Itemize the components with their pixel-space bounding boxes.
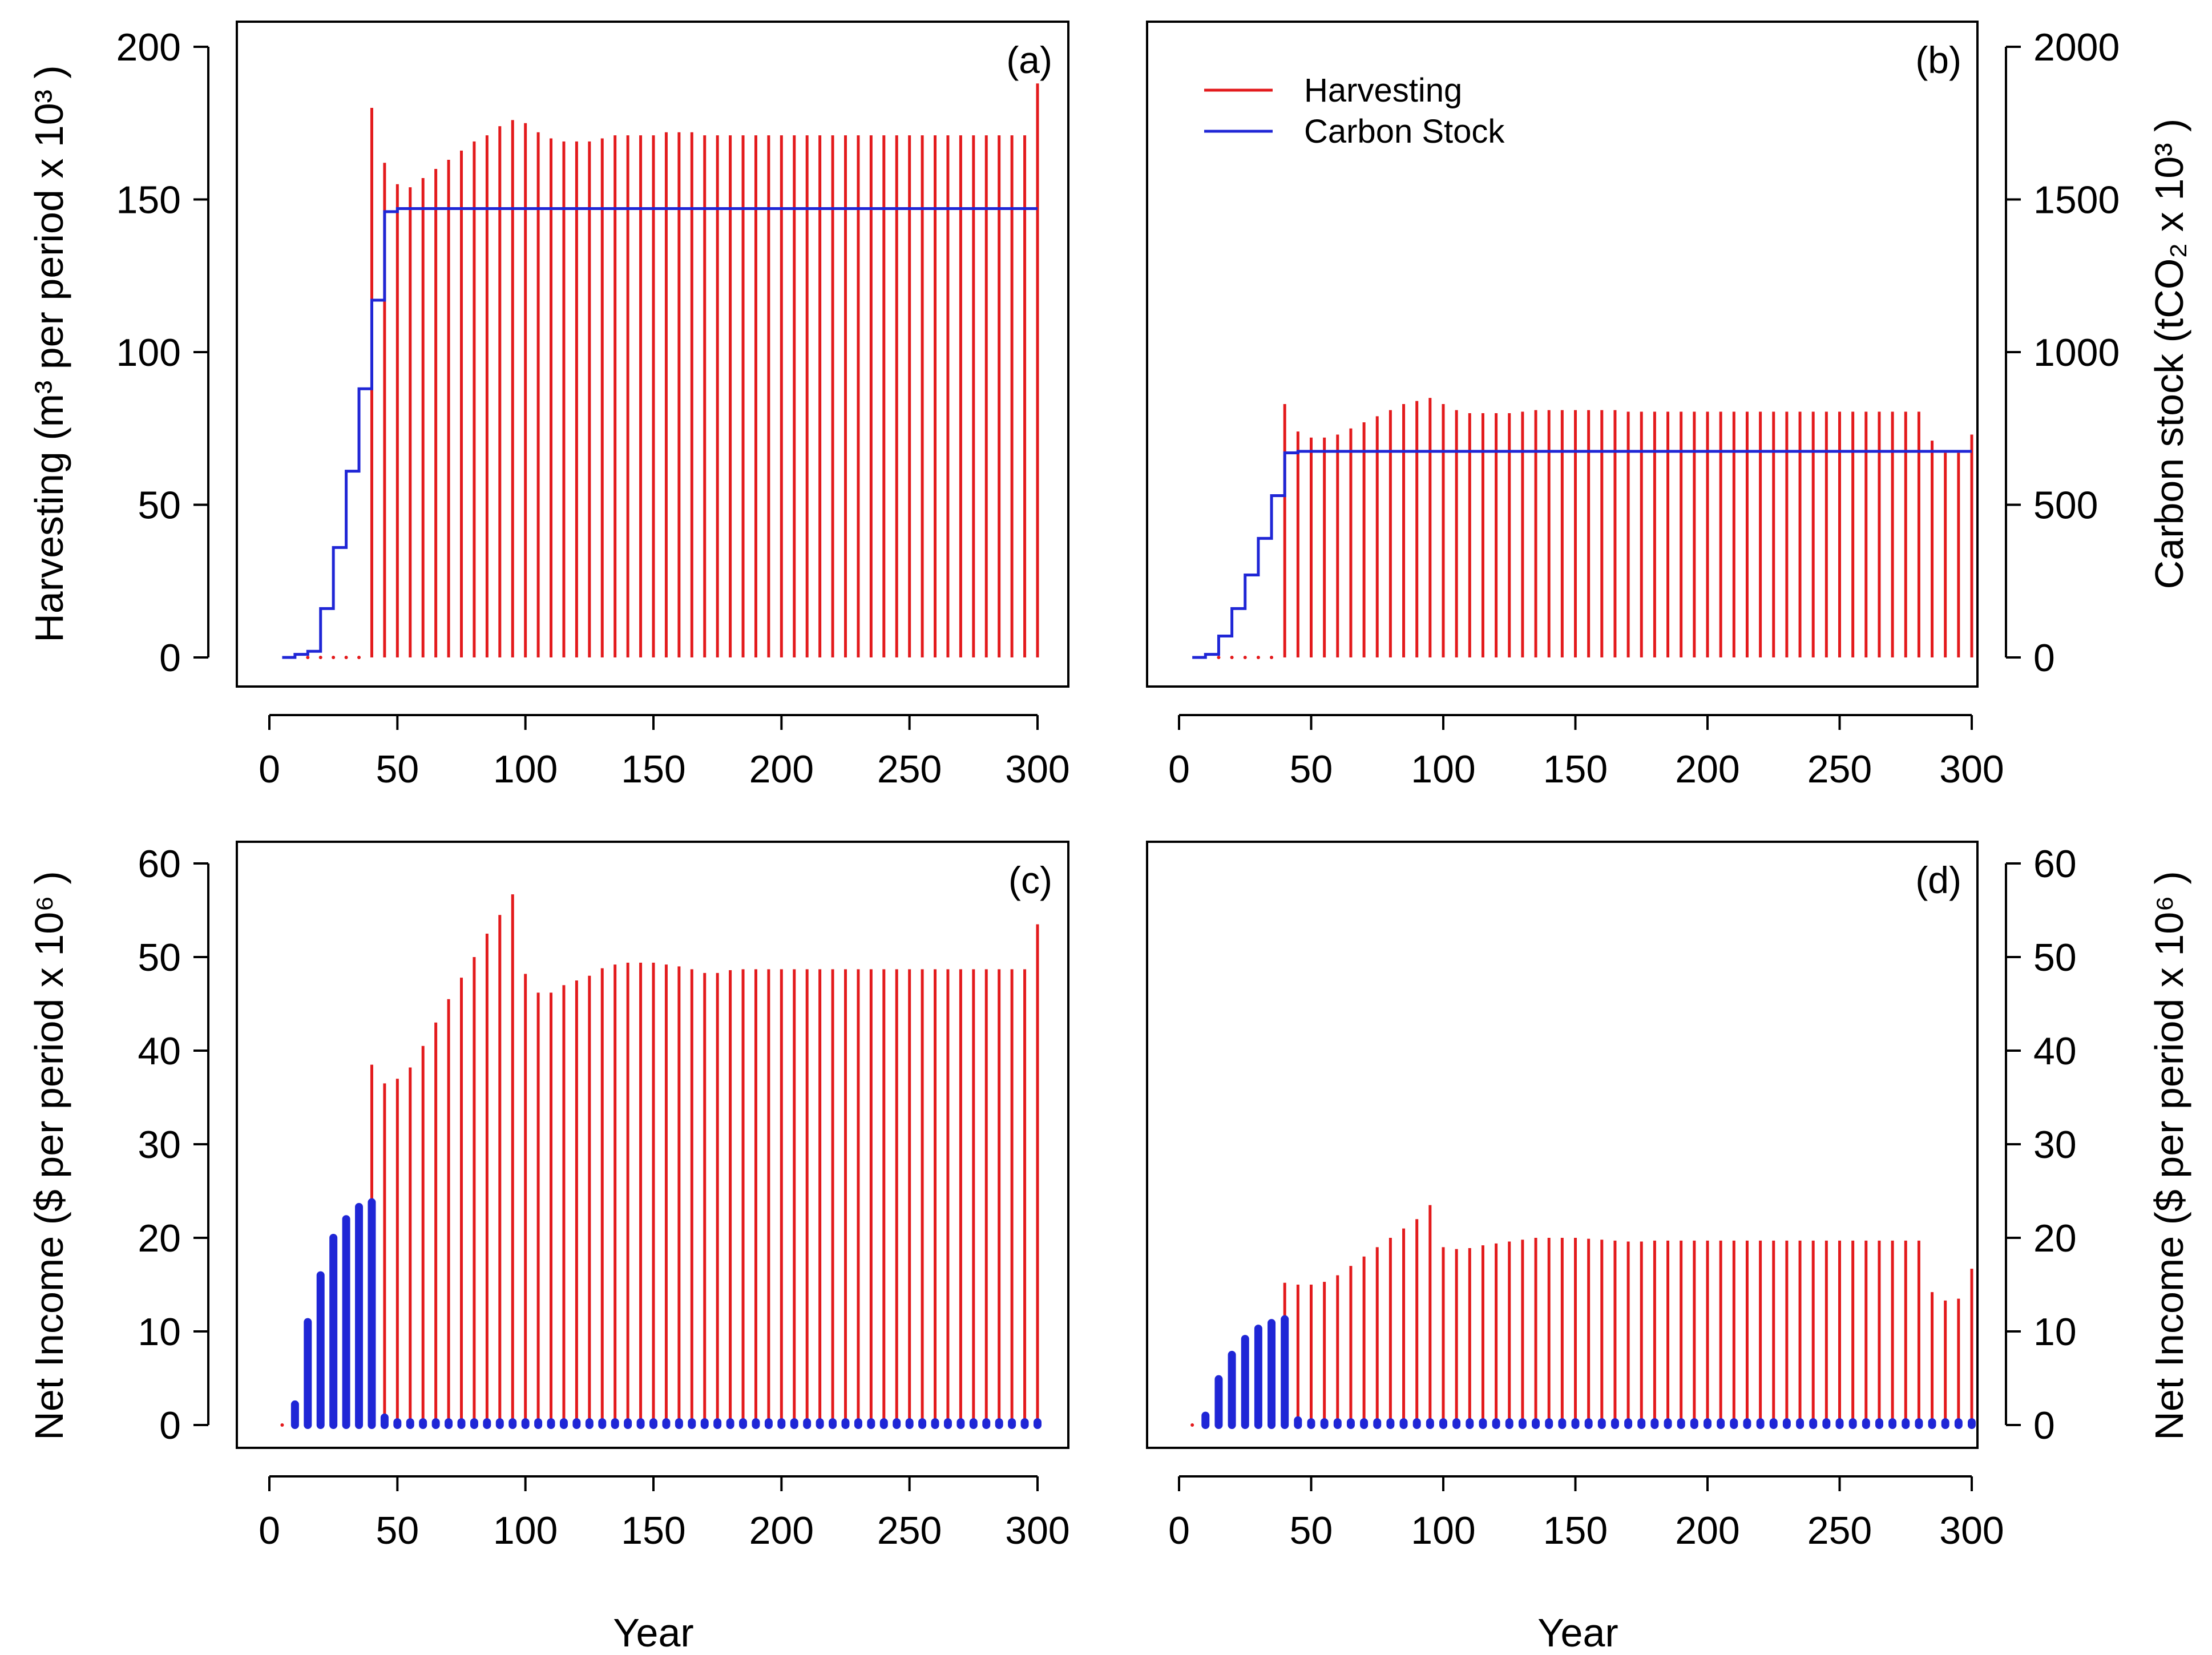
harvesting-point-b-15 — [1217, 656, 1221, 659]
y-tick-label-d-40: 40 — [2033, 1030, 2077, 1073]
series-carbon-stock-c — [290, 1198, 1042, 1429]
plot-frame-a — [236, 21, 1069, 688]
panel-c: 0 50 100 150 200 250 300 0 10 20 30 40 50 60 (c) — [138, 841, 1070, 1552]
x-tick-label-b-250: 250 — [1807, 748, 1872, 791]
panel-tag-c: (c) — [1008, 859, 1052, 901]
x-tick-label-d-200: 200 — [1675, 1509, 1739, 1552]
x-tick-label-d-100: 100 — [1411, 1509, 1475, 1552]
y-tick-label-a-50: 50 — [138, 484, 181, 527]
harvesting-point-b-30 — [1256, 656, 1260, 659]
harvesting-point-a-15 — [306, 656, 310, 659]
x-tick-label-c-250: 250 — [877, 1509, 942, 1552]
y-tick-label-d-60: 60 — [2033, 842, 2077, 886]
series-carbon-stock-b — [1192, 450, 1972, 659]
harvesting-point-a-25 — [332, 656, 336, 659]
series-harvesting-a — [306, 83, 1039, 659]
harvesting-point-d-5 — [1190, 1423, 1194, 1427]
y-tick-label-b-2000: 2000 — [2033, 26, 2120, 69]
y-tick-label-c-40: 40 — [138, 1030, 181, 1073]
x-tick-label-a-0: 0 — [259, 748, 280, 791]
panel-tag-d: (d) — [1915, 859, 1961, 901]
y-tick-label-c-50: 50 — [138, 936, 181, 979]
y-tick-label-d-20: 20 — [2033, 1217, 2077, 1260]
y-tick-label-c-30: 30 — [138, 1123, 181, 1166]
panel-tag-b: (b) — [1915, 39, 1961, 81]
y-tick-label-b-1000: 1000 — [2033, 331, 2120, 374]
y-tick-label-b-1500: 1500 — [2033, 179, 2120, 222]
carbon-stock-line-a — [282, 207, 1038, 659]
plot-frame-d — [1146, 841, 1979, 1449]
y-tick-label-d-10: 10 — [2033, 1310, 2077, 1354]
x-tick-label-d-250: 250 — [1807, 1509, 1872, 1552]
x-tick-label-b-0: 0 — [1168, 748, 1190, 791]
plot-frame-b — [1146, 21, 1979, 688]
y-tick-label-b-0: 0 — [2033, 636, 2055, 680]
panel-tag-a: (a) — [1006, 39, 1052, 81]
x-axis-title-right: Year — [1537, 1610, 1618, 1655]
y-tick-label-c-60: 60 — [138, 842, 181, 886]
plot-frame-c — [236, 841, 1069, 1449]
harvesting-point-a-30 — [344, 656, 348, 659]
series-carbon-stock-d — [1201, 1315, 1976, 1429]
y-tick-label-c-10: 10 — [138, 1310, 181, 1354]
x-tick-label-b-200: 200 — [1675, 748, 1739, 791]
x-tick-label-d-300: 300 — [1939, 1509, 2004, 1552]
harvesting-point-b-25 — [1243, 656, 1247, 659]
x-tick-label-a-250: 250 — [877, 748, 942, 791]
x-axis-title-left: Year — [613, 1610, 693, 1655]
y-tick-label-a-0: 0 — [159, 636, 181, 680]
y-axis-title-b: Carbon stock (tCO₂ x 10³ ) — [2147, 119, 2191, 590]
series-harvesting-b — [1217, 398, 1973, 659]
x-tick-label-b-300: 300 — [1939, 748, 2004, 791]
y-tick-label-c-20: 20 — [138, 1217, 181, 1260]
harvesting-point-a-20 — [318, 656, 322, 659]
y-tick-label-d-30: 30 — [2033, 1123, 2077, 1166]
harvesting-point-c-5 — [280, 1423, 284, 1427]
x-tick-label-d-0: 0 — [1168, 1509, 1190, 1552]
x-tick-label-c-300: 300 — [1005, 1509, 1069, 1552]
panel-b: 0 50 100 150 200 250 300 0 500 1000 1500 2000 (b) — [1146, 21, 2120, 791]
y-tick-label-d-0: 0 — [2033, 1404, 2055, 1447]
y-tick-label-a-100: 100 — [116, 331, 181, 374]
x-tick-label-b-100: 100 — [1411, 748, 1475, 791]
series-harvesting-c — [280, 894, 1039, 1427]
x-tick-label-c-100: 100 — [493, 1509, 558, 1552]
x-tick-label-a-50: 50 — [376, 748, 419, 791]
x-tick-label-c-150: 150 — [621, 1509, 685, 1552]
harvesting-point-b-20 — [1230, 656, 1234, 659]
y-axis-title-a: Harvesting (m³ per period x 10³ ) — [27, 65, 71, 642]
x-tick-label-c-200: 200 — [749, 1509, 814, 1552]
panel-a: 0 50 100 150 200 250 300 0 50 100 150 200 (a) — [116, 21, 1070, 791]
x-tick-label-b-150: 150 — [1543, 748, 1608, 791]
legend-harvesting-label: Harvesting — [1304, 72, 1462, 109]
y-tick-label-a-150: 150 — [116, 179, 181, 222]
x-tick-label-b-50: 50 — [1290, 748, 1333, 791]
y-tick-label-c-0: 0 — [159, 1404, 181, 1447]
y-tick-label-a-200: 200 — [116, 26, 181, 69]
y-axis-title-c: Net Income ($ per period x 10⁶ ) — [27, 871, 71, 1440]
x-tick-label-a-100: 100 — [493, 748, 558, 791]
x-tick-label-d-150: 150 — [1543, 1509, 1608, 1552]
y-axis-title-d: Net Income ($ per period x 10⁶ ) — [2147, 871, 2191, 1440]
legend: Harvesting Carbon Stock — [1204, 72, 1505, 150]
x-tick-label-a-300: 300 — [1005, 748, 1069, 791]
carbon-stock-line-b — [1192, 450, 1972, 659]
series-harvesting-d — [1190, 1205, 1973, 1427]
x-tick-label-d-50: 50 — [1290, 1509, 1333, 1552]
x-tick-label-a-200: 200 — [749, 748, 814, 791]
panel-d: 0 50 100 150 200 250 300 0 10 20 30 40 50 60 (d) — [1146, 841, 2077, 1552]
y-tick-label-d-50: 50 — [2033, 936, 2077, 979]
x-tick-label-c-50: 50 — [376, 1509, 419, 1552]
y-tick-label-b-500: 500 — [2033, 484, 2098, 527]
x-tick-label-c-0: 0 — [259, 1509, 280, 1552]
harvesting-point-b-35 — [1270, 656, 1274, 659]
legend-carbon-stock-label: Carbon Stock — [1304, 113, 1505, 150]
series-carbon-stock-a — [282, 207, 1038, 659]
harvesting-point-a-35 — [357, 656, 361, 659]
x-tick-label-a-150: 150 — [621, 748, 685, 791]
